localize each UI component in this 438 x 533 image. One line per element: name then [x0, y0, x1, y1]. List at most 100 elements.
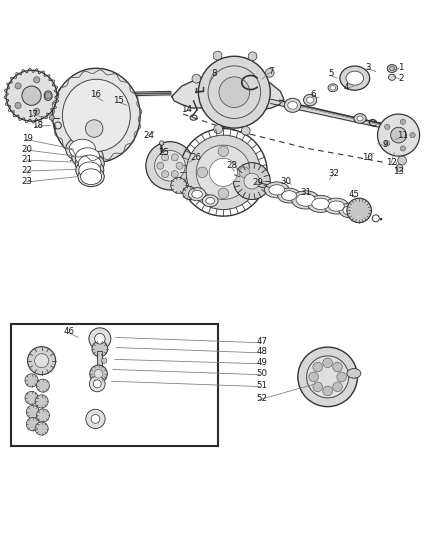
- Text: 15: 15: [113, 96, 124, 106]
- Text: 1: 1: [398, 63, 403, 72]
- Ellipse shape: [296, 193, 315, 206]
- Ellipse shape: [202, 195, 218, 207]
- Circle shape: [15, 83, 21, 89]
- Circle shape: [213, 51, 222, 60]
- Ellipse shape: [328, 201, 344, 211]
- Circle shape: [28, 346, 56, 375]
- Circle shape: [45, 93, 51, 99]
- Ellipse shape: [76, 159, 104, 181]
- Circle shape: [218, 188, 229, 199]
- Circle shape: [90, 365, 107, 383]
- Text: 8: 8: [211, 69, 216, 78]
- Circle shape: [25, 374, 38, 387]
- Circle shape: [298, 347, 357, 407]
- Circle shape: [239, 167, 250, 177]
- Ellipse shape: [328, 84, 338, 92]
- Ellipse shape: [346, 71, 364, 85]
- Ellipse shape: [78, 155, 101, 172]
- Ellipse shape: [44, 91, 52, 101]
- Text: 13: 13: [393, 166, 404, 175]
- Polygon shape: [172, 75, 284, 110]
- Circle shape: [171, 154, 178, 161]
- Ellipse shape: [282, 191, 297, 200]
- Circle shape: [391, 127, 406, 143]
- Circle shape: [157, 162, 164, 169]
- Text: 7: 7: [268, 67, 273, 76]
- Text: 26: 26: [191, 154, 202, 163]
- Text: 30: 30: [280, 176, 291, 185]
- Ellipse shape: [91, 415, 100, 423]
- Ellipse shape: [284, 98, 301, 112]
- Circle shape: [159, 141, 164, 145]
- Ellipse shape: [292, 191, 320, 209]
- Circle shape: [49, 115, 54, 120]
- Circle shape: [34, 77, 40, 83]
- Text: 21: 21: [21, 155, 33, 164]
- Ellipse shape: [206, 198, 215, 204]
- Circle shape: [183, 187, 196, 199]
- Ellipse shape: [307, 195, 334, 213]
- Text: 32: 32: [328, 169, 339, 178]
- Circle shape: [92, 341, 108, 357]
- Ellipse shape: [89, 328, 111, 350]
- Text: 22: 22: [21, 166, 33, 175]
- Circle shape: [333, 382, 343, 392]
- Circle shape: [25, 391, 38, 405]
- Ellipse shape: [307, 97, 314, 103]
- Circle shape: [398, 156, 406, 165]
- Circle shape: [323, 358, 332, 368]
- Ellipse shape: [78, 167, 104, 187]
- Ellipse shape: [343, 206, 358, 215]
- Ellipse shape: [95, 334, 105, 344]
- Circle shape: [85, 120, 103, 138]
- Text: 18: 18: [32, 121, 43, 130]
- Circle shape: [307, 356, 349, 398]
- Circle shape: [248, 52, 257, 61]
- Ellipse shape: [192, 190, 202, 198]
- Circle shape: [176, 162, 183, 169]
- Ellipse shape: [304, 94, 317, 106]
- Ellipse shape: [357, 116, 363, 121]
- Text: 11: 11: [397, 132, 409, 141]
- Circle shape: [192, 74, 201, 83]
- Circle shape: [186, 135, 261, 209]
- Circle shape: [313, 362, 322, 372]
- Text: 45: 45: [348, 190, 360, 199]
- Ellipse shape: [269, 185, 285, 195]
- Circle shape: [347, 198, 371, 223]
- Circle shape: [396, 165, 403, 172]
- Text: 19: 19: [22, 134, 32, 143]
- Circle shape: [196, 145, 251, 199]
- Circle shape: [378, 114, 420, 156]
- Circle shape: [333, 362, 343, 372]
- Text: 46: 46: [64, 327, 75, 336]
- Ellipse shape: [93, 380, 101, 388]
- Text: 51: 51: [256, 381, 268, 390]
- Text: 6: 6: [311, 90, 316, 99]
- Ellipse shape: [69, 139, 95, 159]
- Ellipse shape: [89, 376, 105, 392]
- Circle shape: [22, 86, 41, 106]
- Circle shape: [385, 141, 390, 146]
- Text: 16: 16: [90, 90, 101, 99]
- Text: 31: 31: [300, 189, 311, 197]
- Bar: [11, 324, 218, 446]
- Circle shape: [26, 418, 39, 431]
- Bar: [97, 351, 102, 368]
- Circle shape: [209, 158, 237, 187]
- Text: 28: 28: [226, 161, 238, 170]
- Text: 52: 52: [256, 394, 268, 403]
- Text: 9: 9: [383, 140, 388, 149]
- Circle shape: [400, 146, 406, 151]
- Circle shape: [35, 354, 49, 368]
- Circle shape: [36, 409, 49, 422]
- Ellipse shape: [79, 162, 101, 179]
- Circle shape: [34, 108, 40, 115]
- Circle shape: [162, 171, 169, 177]
- Text: 10: 10: [362, 152, 374, 161]
- Ellipse shape: [339, 203, 362, 218]
- Circle shape: [198, 56, 270, 128]
- Ellipse shape: [278, 188, 300, 203]
- Circle shape: [146, 142, 194, 190]
- Ellipse shape: [389, 74, 396, 80]
